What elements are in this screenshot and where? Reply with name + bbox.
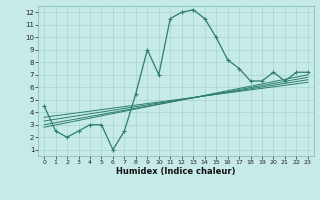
- X-axis label: Humidex (Indice chaleur): Humidex (Indice chaleur): [116, 167, 236, 176]
